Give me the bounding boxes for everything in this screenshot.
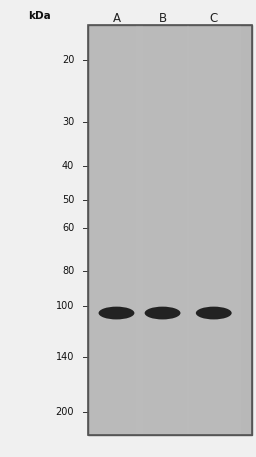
- Bar: [88, 25, 252, 435]
- Text: 100: 100: [56, 301, 74, 311]
- Text: 80: 80: [62, 266, 74, 276]
- Text: A: A: [112, 12, 121, 25]
- Text: kDa: kDa: [28, 11, 51, 21]
- Text: B: B: [158, 12, 167, 25]
- Ellipse shape: [145, 307, 180, 319]
- Text: 30: 30: [62, 117, 74, 127]
- Text: 140: 140: [56, 352, 74, 362]
- Ellipse shape: [196, 307, 232, 319]
- Text: C: C: [210, 12, 218, 25]
- Text: 40: 40: [62, 160, 74, 170]
- Bar: [136, 25, 189, 435]
- Text: 200: 200: [56, 407, 74, 416]
- Bar: [90, 25, 143, 435]
- Bar: [88, 25, 252, 435]
- Ellipse shape: [99, 307, 134, 319]
- Text: 50: 50: [62, 195, 74, 205]
- Bar: [187, 25, 241, 435]
- Text: 60: 60: [62, 223, 74, 233]
- Text: 20: 20: [62, 55, 74, 64]
